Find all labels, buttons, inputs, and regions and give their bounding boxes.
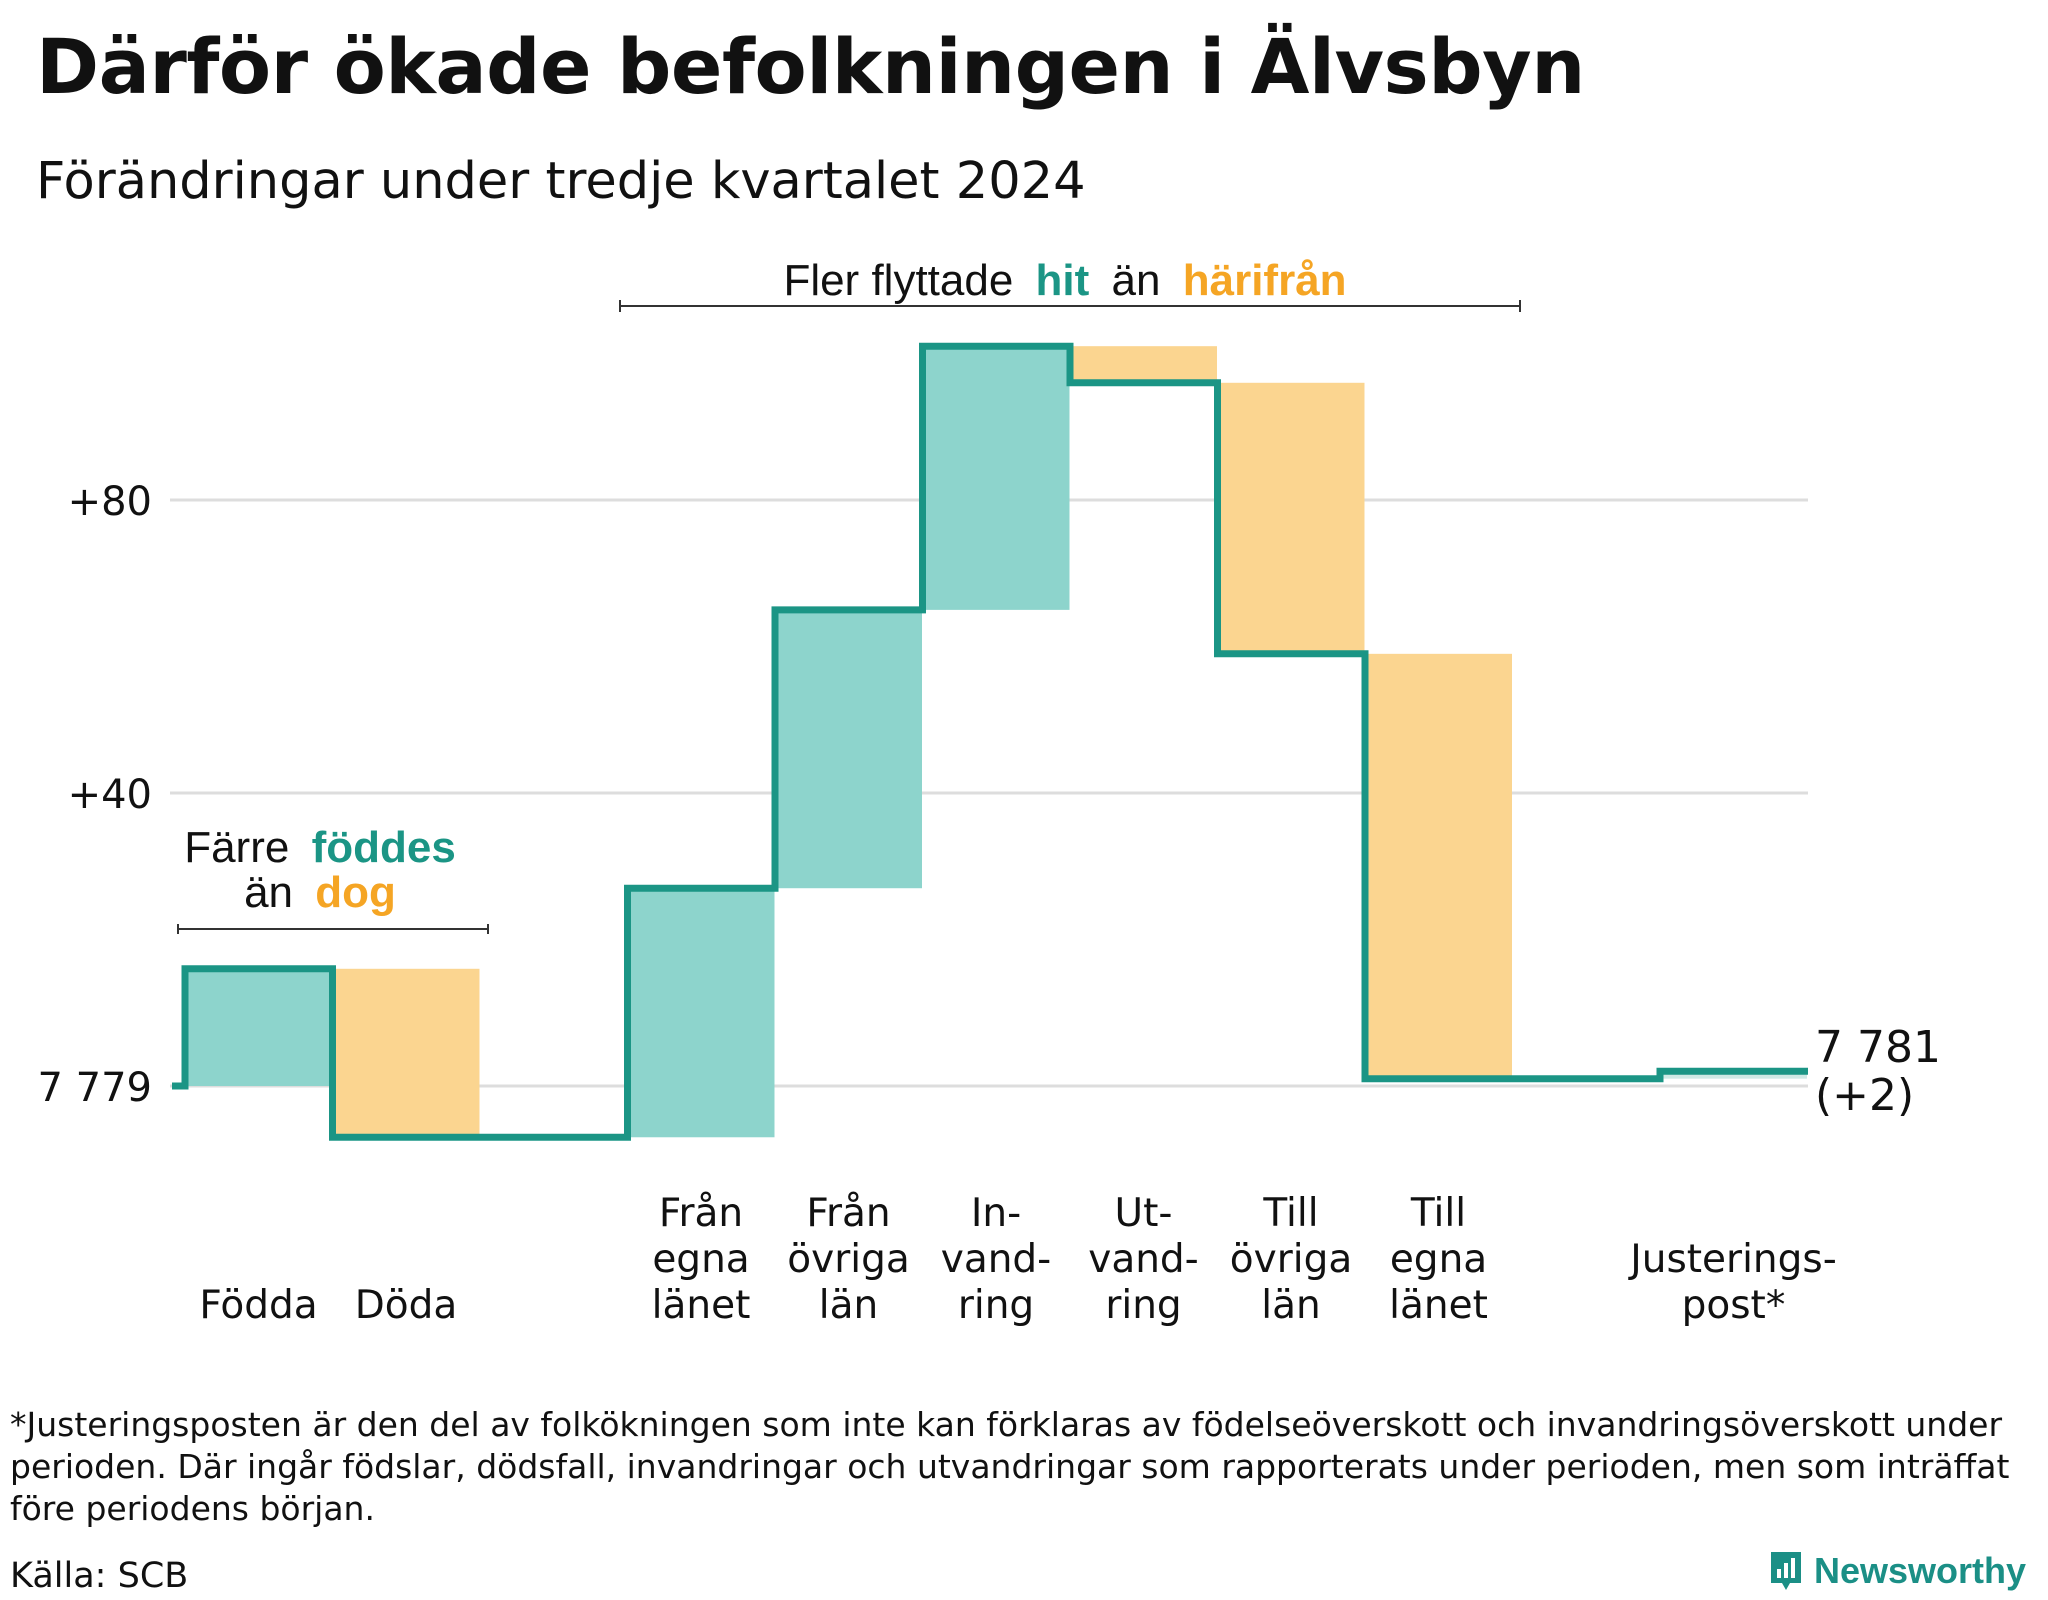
x-tick-labels: Födda Döda Från egna länet Från övriga län In-va… — [199, 1191, 1836, 1328]
births-annotation-orange: dog — [315, 868, 396, 917]
births-annotation-pre: Färre — [184, 823, 289, 872]
svg-text:Fler flyttade hit: Fler flyttade hit än härifrån — [783, 256, 1346, 305]
footnote: *Justeringsposten är den del av folkökni… — [10, 1405, 2010, 1528]
chart-subtitle: Förändringar under tredje kvartalet 2024 — [36, 152, 1086, 211]
brand-logo: Newsworthy — [1768, 1549, 2026, 1593]
source: Källa: SCB — [10, 1556, 189, 1596]
births-annotation: Färre föddes än dog — [177, 823, 489, 934]
moves-annotation-mid: än — [1112, 256, 1161, 305]
moves-annotation: Fler flyttade hit än härifrån — [619, 256, 1521, 312]
line-layer — [172, 342, 1808, 1141]
x-tick-label: Ut-vand-ring — [1088, 1191, 1199, 1328]
x-tick-label: Till övriga län — [1230, 1191, 1352, 1328]
newsworthy-icon — [1771, 1552, 1801, 1590]
x-tick-label: Till egna länet — [1389, 1191, 1488, 1328]
waterfall-bar — [185, 968, 332, 1086]
y-tick-label: 7 779 — [37, 1065, 152, 1111]
x-tick-label: Döda — [355, 1283, 458, 1328]
y-tick-labels: 7 779 +40 +80 — [37, 479, 152, 1111]
waterfall-bar — [775, 609, 922, 889]
waterfall-bar — [627, 888, 775, 1138]
chart-title: Därför ökade befolkningen i Älvsbyn — [36, 22, 1585, 111]
waterfall-bar — [1070, 346, 1217, 383]
waterfall-bar — [1660, 1071, 1807, 1079]
waterfall-bar — [1217, 382, 1365, 654]
cumulative-line — [172, 342, 1808, 1141]
y-tick-label: +40 — [68, 772, 152, 818]
brand-name: Newsworthy — [1814, 1550, 2027, 1591]
end-change-label: (+2) — [1815, 1070, 1914, 1121]
x-tick-label: Födda — [199, 1283, 317, 1328]
end-value-label: 7 781 — [1815, 1022, 1941, 1073]
waterfall-bar — [1365, 653, 1512, 1079]
moves-annotation-pre: Fler flyttade — [783, 256, 1013, 305]
waterfall-bar — [332, 968, 480, 1138]
births-annotation-mid: än — [244, 868, 293, 917]
svg-text:än dog: än dog — [244, 868, 396, 917]
moves-bracket — [619, 300, 1521, 312]
waterfall-bar — [922, 346, 1070, 610]
moves-annotation-teal: hit — [1036, 256, 1090, 305]
births-annotation-teal: föddes — [312, 823, 456, 872]
x-tick-label: Från egna länet — [652, 1191, 751, 1328]
waterfall-chart: 7 779 +40 +80 Födda Döda Från egna länet Från öv… — [37, 256, 1941, 1328]
x-tick-label: Från övriga län — [787, 1191, 909, 1328]
moves-annotation-orange: härifrån — [1183, 256, 1347, 305]
births-bracket — [177, 924, 489, 934]
svg-text:Färre föddes: Färre föddes — [184, 823, 456, 872]
y-tick-label: +80 — [68, 479, 152, 525]
bars-layer — [185, 346, 1807, 1138]
x-tick-label: In-vand-ring — [941, 1191, 1052, 1328]
x-tick-label: Justerings-post* — [1627, 1237, 1837, 1328]
